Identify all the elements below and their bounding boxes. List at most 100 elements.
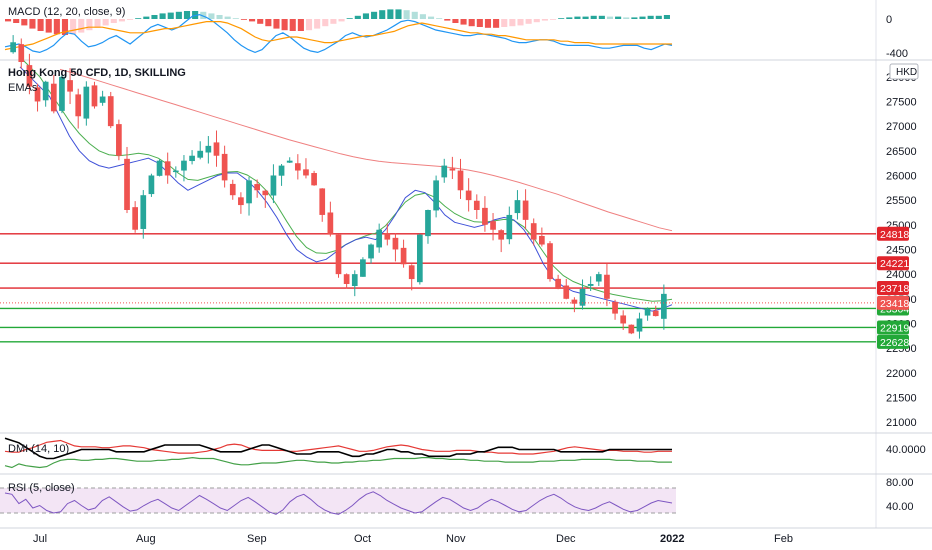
macd-bar bbox=[281, 19, 288, 31]
macd-bar bbox=[102, 19, 109, 26]
macd-bar bbox=[525, 19, 532, 24]
macd-bar bbox=[143, 16, 150, 19]
candle-body bbox=[547, 243, 553, 280]
time-tick-sep: Sep bbox=[247, 533, 267, 545]
macd-bar bbox=[94, 19, 101, 28]
candle-body bbox=[482, 207, 488, 225]
macd-bar bbox=[78, 19, 85, 33]
macd-bar bbox=[167, 12, 174, 19]
macd-bar bbox=[395, 9, 402, 19]
time-tick-jul: Jul bbox=[33, 533, 47, 545]
time-tick-dec: Dec bbox=[556, 533, 576, 545]
candle-body bbox=[286, 160, 293, 163]
macd-bar bbox=[183, 11, 191, 19]
dmi-minus-line bbox=[4, 439, 672, 455]
last-price-badge: 23418 bbox=[877, 295, 909, 310]
candle-body bbox=[221, 153, 228, 181]
macd-bar bbox=[631, 17, 638, 19]
macd-bar bbox=[444, 19, 451, 21]
candle-body bbox=[327, 212, 334, 235]
macd-bar bbox=[509, 19, 516, 27]
macd-bar bbox=[216, 15, 223, 19]
candle-body bbox=[99, 96, 106, 103]
candle-body bbox=[604, 274, 610, 299]
price-tick: 24500 bbox=[886, 244, 917, 256]
candle-body bbox=[343, 274, 350, 284]
candle-body bbox=[319, 188, 326, 215]
candle-body bbox=[83, 86, 90, 119]
symbol-title[interactable]: Hong Kong 50 CFD, 1D, SKILLING bbox=[8, 67, 186, 79]
currency-button[interactable]: HKD bbox=[889, 63, 919, 80]
macd-bar bbox=[346, 18, 353, 19]
macd-bar bbox=[590, 15, 597, 19]
macd-bar bbox=[639, 16, 646, 19]
macd-bar bbox=[549, 19, 557, 20]
candle-body bbox=[530, 223, 537, 240]
candle-body bbox=[425, 210, 431, 237]
dmi-tick: 40.0000 bbox=[886, 444, 926, 456]
candle-body bbox=[628, 324, 635, 334]
time-axis: Jul Aug Sep Oct Nov Dec 2022 Feb bbox=[33, 533, 793, 545]
price-tick: 24000 bbox=[886, 269, 917, 281]
macd-signal-line bbox=[4, 21, 672, 51]
time-tick-aug: Aug bbox=[136, 533, 156, 545]
candle-body bbox=[18, 44, 25, 62]
candle-body bbox=[408, 265, 415, 280]
macd-bar bbox=[436, 18, 443, 19]
candle-body bbox=[278, 165, 285, 176]
macd-bar bbox=[566, 17, 573, 19]
indicator-label-emas[interactable]: EMAs bbox=[8, 82, 38, 94]
macd-bar bbox=[411, 11, 418, 19]
candle-body bbox=[50, 83, 57, 112]
candle-body bbox=[473, 200, 480, 210]
candle-body bbox=[563, 285, 570, 299]
candle-body bbox=[644, 308, 651, 316]
candle-body bbox=[498, 230, 505, 240]
candle-body bbox=[10, 42, 16, 53]
macd-bar bbox=[354, 15, 361, 19]
macd-bar bbox=[135, 18, 142, 19]
macd-bar bbox=[118, 19, 125, 22]
macd-bar bbox=[175, 11, 182, 19]
candle-body bbox=[612, 301, 618, 314]
macd-bar bbox=[476, 19, 483, 27]
candle-body bbox=[262, 190, 269, 196]
price-tick: 21000 bbox=[886, 417, 917, 429]
macd-bar bbox=[265, 19, 272, 27]
macd-bar bbox=[606, 16, 614, 19]
macd-bar bbox=[558, 18, 565, 19]
price-pane: 2800027500270002650026000255002500024500… bbox=[0, 35, 919, 429]
macd-bar bbox=[86, 19, 93, 31]
candle-body bbox=[449, 168, 456, 171]
macd-bar bbox=[249, 19, 256, 22]
candle-body bbox=[595, 274, 602, 282]
macd-bar bbox=[53, 19, 60, 35]
candle-body bbox=[107, 96, 114, 127]
price-tick: 22000 bbox=[886, 368, 917, 380]
macd-bar bbox=[541, 19, 548, 21]
candle-body bbox=[116, 124, 122, 156]
candle-body bbox=[416, 234, 423, 283]
macd-bar bbox=[427, 16, 435, 19]
macd-bar bbox=[159, 13, 166, 19]
candle-body bbox=[246, 180, 252, 204]
macd-bar bbox=[322, 19, 329, 27]
candle-body bbox=[205, 145, 212, 153]
macd-bar bbox=[330, 19, 337, 24]
macd-bar bbox=[647, 15, 654, 19]
candle-body bbox=[514, 200, 521, 214]
candle-body bbox=[311, 173, 317, 186]
macd-bar bbox=[70, 19, 77, 35]
candle-body bbox=[229, 183, 236, 196]
candle-body bbox=[433, 180, 439, 211]
candle-body bbox=[164, 161, 171, 176]
candle-body bbox=[376, 229, 383, 248]
macd-bar bbox=[338, 19, 345, 22]
macd-bar bbox=[5, 19, 12, 22]
candle-body bbox=[555, 278, 561, 289]
macd-bar bbox=[314, 19, 321, 29]
candlestick-series bbox=[10, 35, 667, 339]
macd-bar bbox=[493, 19, 500, 28]
macd-bar bbox=[468, 19, 475, 27]
